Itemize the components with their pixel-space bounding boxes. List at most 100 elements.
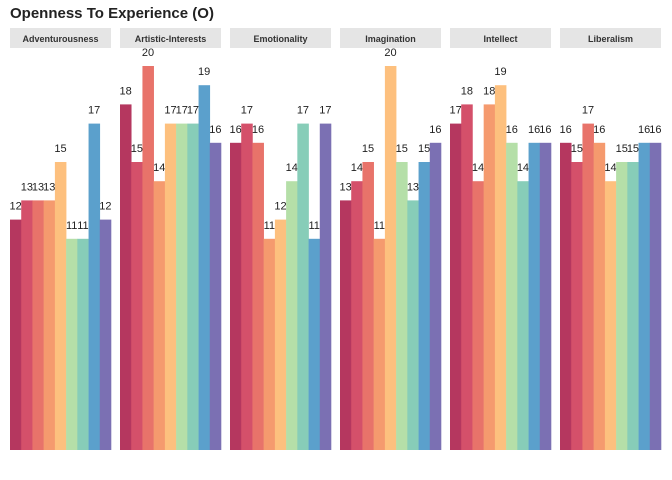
facet-strip xyxy=(10,28,111,48)
data-label: 20 xyxy=(142,47,154,59)
data-label: 15 xyxy=(396,143,408,155)
data-label: 11 xyxy=(66,220,77,232)
bar xyxy=(319,123,332,450)
data-label: 11 xyxy=(264,220,275,232)
data-label: 16 xyxy=(506,124,518,136)
bar xyxy=(308,238,321,450)
bar xyxy=(54,162,67,450)
bar xyxy=(627,162,639,450)
bar xyxy=(506,142,518,451)
bar xyxy=(593,142,606,451)
data-label: 13 xyxy=(43,181,55,193)
data-label: 16 xyxy=(638,124,650,136)
data-label: 20 xyxy=(384,47,396,59)
data-label: 15 xyxy=(362,143,374,155)
data-label: 11 xyxy=(308,220,319,232)
bar xyxy=(649,142,662,451)
data-label: 12 xyxy=(99,201,111,213)
data-label: 13 xyxy=(21,181,33,193)
data-label: 14 xyxy=(517,162,529,174)
bar xyxy=(187,123,199,450)
bar xyxy=(43,200,56,450)
bar xyxy=(340,200,352,450)
bar xyxy=(252,142,264,451)
bar xyxy=(407,200,419,450)
bar xyxy=(241,123,253,450)
bar xyxy=(297,123,309,450)
bar xyxy=(582,123,594,450)
data-label: 16 xyxy=(209,124,221,136)
data-label: 17 xyxy=(241,105,253,117)
data-label: 13 xyxy=(407,181,419,193)
bar xyxy=(77,238,89,450)
facet-strip-label: Liberalism xyxy=(588,34,633,44)
data-label: 17 xyxy=(449,105,461,117)
bar xyxy=(571,162,583,450)
data-label: 12 xyxy=(274,201,286,213)
data-label: 15 xyxy=(418,143,430,155)
data-label: 15 xyxy=(54,143,66,155)
bar xyxy=(142,66,154,450)
bar xyxy=(88,123,101,450)
data-label: 17 xyxy=(88,105,100,117)
data-label: 17 xyxy=(164,105,176,117)
data-label: 14 xyxy=(472,162,484,174)
chart-title: Openness To Experience (O) xyxy=(10,5,214,22)
data-label: 17 xyxy=(319,105,331,117)
data-label: 19 xyxy=(198,66,210,78)
facet-strip xyxy=(120,28,221,48)
data-label: 16 xyxy=(559,124,571,136)
bar xyxy=(539,142,552,451)
data-label: 17 xyxy=(582,105,594,117)
bar xyxy=(418,162,431,450)
bar xyxy=(638,142,651,451)
data-label: 13 xyxy=(32,181,44,193)
data-label: 15 xyxy=(616,143,628,155)
data-label: 18 xyxy=(461,85,473,97)
facet-strip xyxy=(230,28,331,48)
data-label: 12 xyxy=(9,201,21,213)
bar xyxy=(230,142,242,451)
bar xyxy=(373,238,386,450)
bar xyxy=(263,238,276,450)
facet-strip-label: Intellect xyxy=(483,34,517,44)
bar xyxy=(461,104,473,451)
bar xyxy=(198,85,211,450)
data-label: 15 xyxy=(131,143,143,155)
bar xyxy=(120,104,132,451)
bar xyxy=(131,162,143,450)
data-label: 16 xyxy=(528,124,540,136)
bar xyxy=(429,142,442,451)
data-label: 16 xyxy=(229,124,241,136)
bar xyxy=(483,104,496,451)
bar xyxy=(616,162,628,450)
bar xyxy=(274,219,287,450)
data-label: 17 xyxy=(176,105,188,117)
bar xyxy=(450,123,462,450)
data-label: 16 xyxy=(649,124,661,136)
bar xyxy=(209,142,222,451)
data-label: 15 xyxy=(627,143,639,155)
data-label: 16 xyxy=(252,124,264,136)
data-label: 16 xyxy=(429,124,441,136)
bar xyxy=(362,162,374,450)
bar xyxy=(494,85,507,450)
bar xyxy=(396,162,408,450)
facet-strip xyxy=(560,28,661,48)
bar xyxy=(286,181,298,450)
data-label: 13 xyxy=(339,181,351,193)
facet-strip xyxy=(450,28,551,48)
data-label: 19 xyxy=(494,66,506,78)
data-label: 14 xyxy=(351,162,363,174)
data-label: 14 xyxy=(604,162,616,174)
data-label: 11 xyxy=(77,220,88,232)
bar xyxy=(164,123,177,450)
data-label: 16 xyxy=(593,124,605,136)
data-label: 14 xyxy=(153,162,165,174)
data-label: 18 xyxy=(119,85,131,97)
bar xyxy=(384,66,397,450)
